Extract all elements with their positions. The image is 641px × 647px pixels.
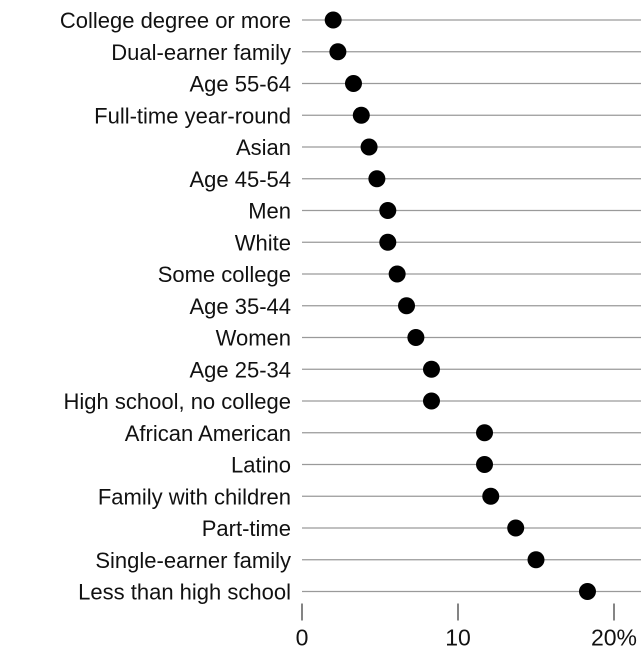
category-label: White [235, 230, 291, 255]
data-point [324, 11, 342, 29]
dot-row: Women [216, 326, 641, 351]
category-label: Single-earner family [95, 548, 291, 573]
dot-row: Men [248, 199, 641, 224]
dot-row: Asian [236, 135, 641, 160]
category-label: College degree or more [60, 8, 291, 33]
x-tick-label: 10 [445, 625, 471, 647]
data-point [407, 329, 425, 346]
category-label: Less than high school [78, 580, 291, 605]
data-point [379, 233, 397, 251]
category-label: Full-time year-round [94, 103, 291, 128]
dot-row: Age 25-34 [189, 357, 641, 382]
dot-row: Age 45-54 [189, 167, 641, 192]
data-point [476, 456, 494, 473]
dot-row: Dual-earner family [111, 40, 641, 65]
category-label: Part-time [202, 516, 291, 541]
dot-row: African American [125, 421, 641, 446]
dot-row: Age 55-64 [189, 72, 641, 97]
x-tick-label: 0 [296, 625, 309, 647]
dot-row: Single-earner family [95, 548, 641, 573]
dot-row: High school, no college [64, 389, 641, 414]
data-point [352, 106, 370, 124]
data-point [482, 487, 500, 505]
data-point [329, 43, 347, 61]
category-label: High school, no college [64, 389, 291, 414]
dot-row: College degree or more [60, 8, 641, 33]
x-axis: 0 10 20% [296, 603, 637, 647]
category-label: Age 25-34 [189, 357, 291, 382]
data-point [344, 75, 362, 92]
x-tick-label: 20% [591, 625, 637, 647]
dot-row: Family with children [98, 484, 641, 509]
chart-rows: College degree or more Dual-earner family… [60, 8, 641, 605]
data-point [388, 265, 406, 283]
category-label: Asian [236, 135, 291, 160]
data-point [507, 519, 525, 537]
dot-row: Some college [158, 262, 641, 287]
category-label: Men [248, 199, 291, 224]
data-point [578, 583, 596, 600]
dot-row: Full-time year-round [94, 103, 641, 128]
data-point [422, 360, 440, 378]
data-point [476, 424, 494, 442]
data-point [379, 202, 397, 219]
data-point [368, 170, 386, 188]
data-point [360, 138, 378, 156]
dot-row: Age 35-44 [189, 294, 641, 319]
category-label: Latino [231, 453, 291, 478]
category-label: Dual-earner family [111, 40, 291, 65]
category-label: African American [125, 421, 291, 446]
category-label: Family with children [98, 484, 291, 509]
dot-row: Latino [231, 453, 641, 478]
category-label: Age 55-64 [189, 72, 291, 97]
category-label: Age 45-54 [189, 167, 291, 192]
category-label: Some college [158, 262, 291, 287]
category-label: Age 35-44 [189, 294, 291, 319]
dot-row: Part-time [202, 516, 641, 541]
category-label: Women [216, 326, 291, 351]
data-point [527, 551, 545, 569]
dot-row: White [235, 230, 641, 255]
dot-row: Less than high school [78, 580, 641, 605]
data-point [398, 297, 416, 315]
data-point [422, 392, 440, 410]
